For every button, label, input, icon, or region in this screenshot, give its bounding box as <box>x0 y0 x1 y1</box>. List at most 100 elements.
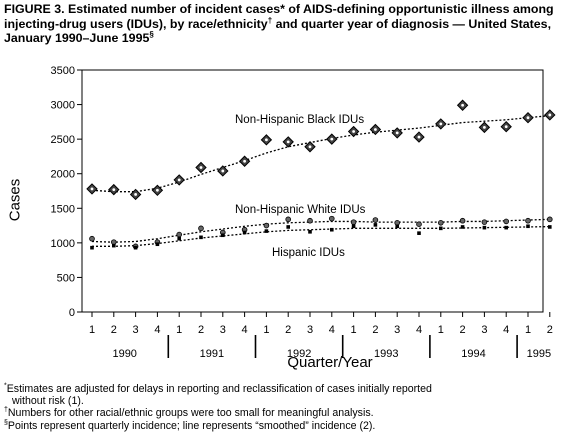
x-tick-label: 3 <box>220 324 226 336</box>
x-tick-label: 3 <box>133 324 139 336</box>
hispanic-idu-point <box>330 227 334 232</box>
footnotes: *Estimates are adjusted for delays in re… <box>4 382 564 432</box>
white-idu-point <box>328 215 335 222</box>
hispanic-idu-point <box>526 224 530 229</box>
y-tick-label: 1500 <box>51 203 75 215</box>
white-idu-point <box>459 217 466 224</box>
black-idu-point-center <box>417 135 421 139</box>
smoothed-line-2 <box>92 225 550 247</box>
white-idu-point <box>307 217 313 224</box>
black-idu-point-center <box>177 178 181 182</box>
y-tick-label: 2000 <box>51 169 75 181</box>
smoothed-line-1 <box>91 218 550 243</box>
black-idu-point-center <box>112 188 116 192</box>
black-idu-point-center <box>265 138 268 142</box>
y-tick-label: 3500 <box>51 65 75 77</box>
smoothed-line-0 <box>91 114 550 193</box>
white-idu-point <box>263 222 270 229</box>
white-idu-point <box>416 221 422 227</box>
footnote-1: *Estimates are adjusted for delays in re… <box>4 382 432 395</box>
hispanic-idu-point <box>221 233 225 238</box>
year-label: 1991 <box>200 348 224 360</box>
x-tick-label: 4 <box>154 324 160 336</box>
hispanic-idu-point <box>351 224 356 229</box>
year-label: 1990 <box>112 348 136 360</box>
hispanic-idu-point <box>417 231 421 235</box>
hispanic-idu-point <box>177 236 181 241</box>
black-idu-point-center <box>286 140 290 144</box>
x-axis-label: Quarter/Year <box>287 354 373 371</box>
black-idu-point-center <box>548 113 552 117</box>
footnote-2: †Numbers for other racial/ethnic groups … <box>4 406 374 420</box>
white-idu-point <box>525 217 531 224</box>
white-idu-point <box>89 235 95 242</box>
series-label-2: Hispanic IDUs <box>272 247 345 259</box>
hispanic-idu-point <box>199 235 203 240</box>
black-idu-point-center <box>156 188 159 192</box>
white-idu-point <box>198 225 204 232</box>
y-axis-label: Cases <box>6 178 24 222</box>
x-tick-label: 2 <box>372 324 378 336</box>
black-idu-point-center <box>374 128 377 131</box>
black-idu-point-center <box>439 122 443 126</box>
x-tick-label: 4 <box>416 324 422 336</box>
x-tick-label: 3 <box>394 324 400 336</box>
x-tick-label: 1 <box>525 324 531 336</box>
x-tick-label: 1 <box>351 324 357 336</box>
hispanic-idu-point <box>133 245 138 250</box>
white-idu-point <box>437 220 444 226</box>
x-tick-label: 3 <box>307 324 313 336</box>
black-idu-point-center <box>199 166 203 169</box>
white-idu-point <box>372 217 379 223</box>
x-tick-label: 1 <box>89 324 95 336</box>
y-tick-label: 0 <box>69 307 75 319</box>
y-tick-label: 3000 <box>51 100 75 112</box>
hispanic-idu-point <box>90 245 94 250</box>
hispanic-idu-point <box>395 224 399 229</box>
footnote-3: §Points represent quarterly incidence; l… <box>4 419 376 432</box>
footnote-1-cont: without risk (1). <box>12 395 84 408</box>
white-idu-point <box>481 219 488 225</box>
hispanic-idu-point <box>242 230 247 235</box>
hispanic-idu-point <box>504 225 508 230</box>
hispanic-idu-point <box>548 225 552 229</box>
white-idu-point <box>546 216 553 223</box>
black-idu-point-center <box>243 159 247 163</box>
x-tick-label: 2 <box>111 324 117 336</box>
x-tick-label: 2 <box>285 324 291 336</box>
hispanic-idu-point <box>439 226 443 231</box>
x-tick-label: 1 <box>176 324 182 336</box>
white-idu-point <box>350 219 357 225</box>
year-label: 1994 <box>461 348 485 360</box>
black-idu-point-center <box>352 130 355 133</box>
black-idu-point-center <box>461 103 464 107</box>
hispanic-idu-point <box>373 223 378 227</box>
black-idu-point-center <box>90 187 94 191</box>
x-tick-label: 4 <box>503 324 509 336</box>
black-idu-point-center <box>330 137 334 141</box>
x-tick-label: 2 <box>547 324 553 336</box>
hispanic-idu-point <box>460 225 465 229</box>
y-tick-label: 2500 <box>51 134 75 146</box>
year-label: 1995 <box>527 348 551 360</box>
black-idu-point-center <box>308 145 312 149</box>
y-tick-label: 1000 <box>51 238 75 250</box>
hispanic-idu-point <box>264 229 269 233</box>
title-section-mark: § <box>149 30 154 40</box>
hispanic-idu-point <box>112 243 116 248</box>
year-label: 1993 <box>374 348 398 360</box>
black-idu-point-center <box>483 125 486 129</box>
black-idu-point-center <box>504 125 508 129</box>
title-dagger: † <box>267 15 273 25</box>
white-idu-point <box>285 216 292 223</box>
hispanic-idu-point <box>482 225 487 230</box>
x-tick-label: 3 <box>481 324 487 336</box>
white-idu-point <box>176 231 183 238</box>
x-tick-label: 2 <box>460 324 466 336</box>
black-idu-point-center <box>395 131 399 135</box>
year-label: 1992 <box>287 348 311 360</box>
hispanic-idu-point <box>286 225 290 229</box>
hispanic-idu-point <box>308 229 312 234</box>
x-tick-label: 4 <box>329 324 335 336</box>
